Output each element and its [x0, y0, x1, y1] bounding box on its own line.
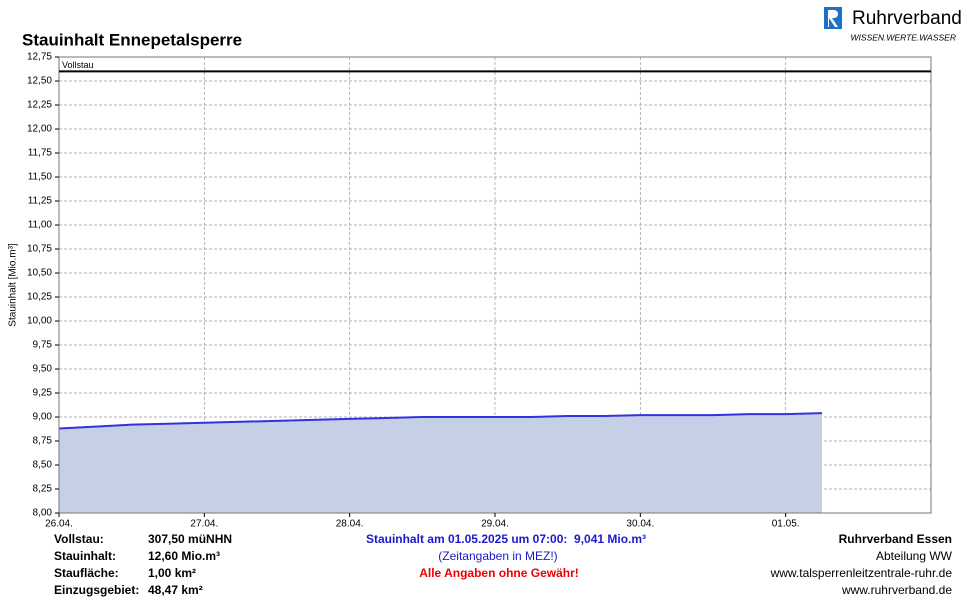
y-tick-label: 10,00 [27, 316, 52, 327]
y-tick-label: 11,50 [28, 172, 53, 183]
fact-label: Staufläche: [54, 566, 119, 580]
fact-value: 1,00 km² [148, 566, 196, 580]
y-tick-label: 11,25 [28, 196, 53, 207]
contact: www.talsperrenleitzentrale-ruhr.de [770, 566, 953, 580]
y-tick-label: 11,00 [28, 220, 53, 231]
y-tick-label: 10,25 [27, 292, 52, 303]
logo: Ruhrverband WISSEN.WERTE.WASSER [824, 7, 962, 42]
x-tick-label: 28.04. [336, 519, 364, 530]
fact-label: Einzugsgebiet: [54, 583, 139, 597]
reference-label: Vollstau [62, 60, 94, 70]
logo-tagline: WISSEN.WERTE.WASSER [851, 32, 956, 42]
area [59, 413, 822, 513]
y-tick-label: 9,50 [33, 364, 53, 375]
contact: Abteilung WW [876, 549, 953, 563]
fact-value: 48,47 km² [148, 583, 203, 597]
x-tick-label: 26.04. [45, 519, 73, 530]
y-tick-label: 11,75 [28, 148, 53, 159]
y-axis-label: Stauinhalt [Mio.m³] [8, 243, 19, 327]
y-tick-label: 12,00 [27, 124, 52, 135]
y-tick-label: 8,75 [33, 436, 53, 447]
timezone-note: (Zeitangaben in MEZ!) [438, 549, 557, 563]
y-tick-label: 12,25 [27, 100, 52, 111]
line [58, 412, 823, 430]
y-tick-label: 10,75 [27, 244, 52, 255]
y-tick-label: 8,50 [33, 460, 53, 471]
contact: Ruhrverband Essen [839, 532, 952, 546]
x-tick-label: 29.04. [481, 519, 509, 530]
y-tick-label: 12,50 [27, 76, 52, 87]
fact-label: Stauinhalt: [54, 549, 116, 563]
y-tick-label: 9,00 [33, 412, 53, 423]
disclaimer: Alle Angaben ohne Gewähr! [419, 566, 579, 580]
logo-glyph [828, 10, 838, 27]
y-tick-label: 8,00 [33, 508, 53, 519]
x-tick-label: 27.04. [190, 519, 218, 530]
fact-value: 307,50 müNHN [148, 532, 232, 546]
y-tick-label: 9,75 [33, 340, 53, 351]
y-tick-label: 8,25 [33, 484, 53, 495]
y-tick-label: 12,75 [27, 52, 52, 63]
fact-value: 12,60 Mio.m³ [148, 549, 220, 563]
contact: www.ruhrverband.de [841, 583, 952, 597]
y-tick-label: 10,50 [27, 268, 52, 279]
fact-label: Vollstau: [54, 532, 104, 546]
x-tick-label: 01.05. [772, 519, 800, 530]
logo-name: Ruhrverband [852, 8, 962, 29]
x-tick-label: 30.04. [626, 519, 654, 530]
y-tick-label: 9,25 [33, 388, 53, 399]
chart-title: Stauinhalt Ennepetalsperre [22, 30, 242, 49]
status: Stauinhalt am 01.05.2025 um 07:00: 9,041… [366, 532, 646, 546]
